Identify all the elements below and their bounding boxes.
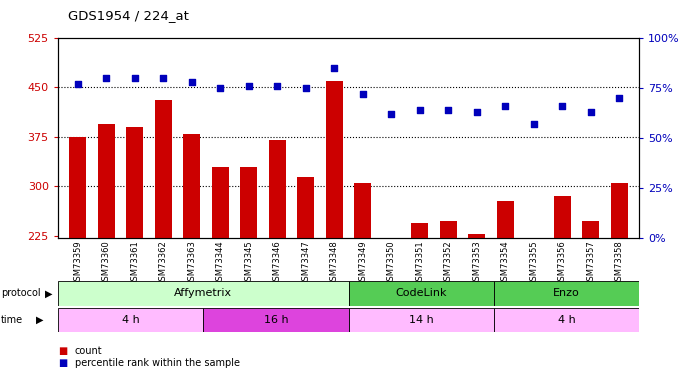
Text: GSM73346: GSM73346 bbox=[273, 240, 282, 286]
Text: 4 h: 4 h bbox=[558, 315, 575, 325]
Text: ■: ■ bbox=[58, 346, 67, 355]
Bar bbox=[211, 166, 228, 238]
Bar bbox=[354, 183, 371, 238]
Bar bbox=[411, 223, 428, 238]
Point bbox=[443, 107, 454, 113]
Text: GSM73353: GSM73353 bbox=[472, 240, 481, 286]
Text: 4 h: 4 h bbox=[122, 315, 139, 325]
Text: GSM73354: GSM73354 bbox=[500, 240, 510, 286]
Text: GSM73357: GSM73357 bbox=[586, 240, 595, 286]
Bar bbox=[582, 221, 599, 238]
Text: 14 h: 14 h bbox=[409, 315, 434, 325]
Text: GSM73351: GSM73351 bbox=[415, 240, 424, 286]
Bar bbox=[269, 140, 286, 238]
Bar bbox=[98, 124, 115, 238]
Point bbox=[386, 111, 396, 117]
Text: GSM73362: GSM73362 bbox=[158, 240, 168, 286]
Text: Enzo: Enzo bbox=[553, 288, 580, 298]
Text: ▶: ▶ bbox=[36, 315, 44, 325]
Text: time: time bbox=[1, 315, 23, 325]
Text: GSM73356: GSM73356 bbox=[558, 240, 566, 286]
Text: GSM73345: GSM73345 bbox=[244, 240, 253, 286]
Bar bbox=[496, 201, 514, 238]
Text: GDS1954 / 224_at: GDS1954 / 224_at bbox=[68, 9, 189, 22]
Bar bbox=[611, 183, 628, 238]
Text: GSM73358: GSM73358 bbox=[615, 240, 624, 286]
Text: protocol: protocol bbox=[1, 288, 40, 298]
Text: GSM73355: GSM73355 bbox=[529, 240, 539, 286]
Text: GSM73347: GSM73347 bbox=[301, 240, 310, 286]
Text: GSM73359: GSM73359 bbox=[73, 240, 82, 286]
Bar bbox=[69, 137, 86, 238]
Point bbox=[471, 109, 482, 115]
Point bbox=[72, 81, 83, 87]
Bar bbox=[494, 281, 639, 306]
Point bbox=[272, 82, 283, 88]
Point bbox=[500, 103, 511, 109]
Point bbox=[129, 75, 140, 81]
Text: GSM73363: GSM73363 bbox=[187, 240, 197, 286]
Point bbox=[329, 64, 340, 70]
Point bbox=[585, 109, 596, 115]
Text: GSM73344: GSM73344 bbox=[216, 240, 225, 286]
Bar bbox=[126, 127, 143, 238]
Text: GSM73352: GSM73352 bbox=[444, 240, 453, 286]
Text: GSM73348: GSM73348 bbox=[330, 240, 339, 286]
Point bbox=[357, 91, 368, 97]
Point bbox=[301, 85, 311, 91]
Text: CodeLink: CodeLink bbox=[396, 288, 447, 298]
Bar bbox=[155, 100, 172, 238]
Point bbox=[158, 75, 169, 81]
Bar bbox=[494, 308, 639, 332]
Point bbox=[414, 107, 425, 113]
Bar bbox=[240, 166, 257, 238]
Bar bbox=[183, 134, 201, 238]
Bar bbox=[297, 177, 314, 238]
Bar bbox=[348, 308, 494, 332]
Point bbox=[243, 82, 254, 88]
Text: ■: ■ bbox=[58, 358, 67, 368]
Text: ▶: ▶ bbox=[45, 288, 52, 298]
Text: GSM73350: GSM73350 bbox=[387, 240, 396, 286]
Bar bbox=[469, 234, 486, 238]
Bar bbox=[554, 196, 571, 238]
Bar bbox=[326, 81, 343, 238]
Bar bbox=[203, 308, 348, 332]
Text: count: count bbox=[75, 346, 103, 355]
Text: GSM73349: GSM73349 bbox=[358, 240, 367, 286]
Text: GSM73360: GSM73360 bbox=[102, 240, 111, 286]
Point bbox=[557, 103, 568, 109]
Bar bbox=[440, 221, 457, 238]
Bar bbox=[348, 281, 494, 306]
Point bbox=[101, 75, 112, 81]
Bar bbox=[58, 281, 348, 306]
Text: Affymetrix: Affymetrix bbox=[174, 288, 232, 298]
Point bbox=[614, 95, 625, 101]
Text: 16 h: 16 h bbox=[264, 315, 288, 325]
Point bbox=[215, 85, 226, 91]
Text: percentile rank within the sample: percentile rank within the sample bbox=[75, 358, 240, 368]
Text: GSM73361: GSM73361 bbox=[131, 240, 139, 286]
Point bbox=[186, 79, 197, 85]
Bar bbox=[58, 308, 203, 332]
Point bbox=[528, 121, 539, 127]
